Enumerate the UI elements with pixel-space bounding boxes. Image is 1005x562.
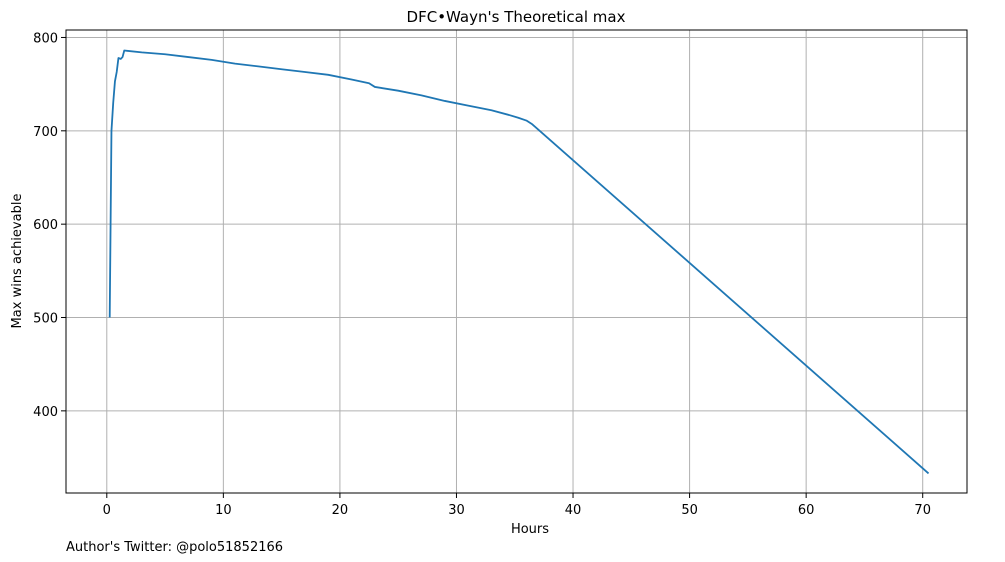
x-tick-label: 40 <box>565 503 582 518</box>
x-tick-label: 30 <box>448 503 465 518</box>
y-axis: 400 500 600 700 800 <box>33 31 66 420</box>
x-tick-label: 10 <box>215 503 232 518</box>
x-axis-label: Hours <box>511 522 549 537</box>
series-layer <box>108 49 930 475</box>
x-tick-label: 0 <box>103 503 111 518</box>
chart-title: DFC•Wayn's Theoretical max <box>407 8 626 26</box>
y-tick-label: 800 <box>33 31 58 46</box>
y-tick-label: 700 <box>33 125 58 140</box>
x-tick-label: 50 <box>681 503 698 518</box>
x-tick-label: 60 <box>798 503 815 518</box>
y-tick-label: 500 <box>33 312 58 327</box>
y-axis-label: Max wins achievable <box>10 194 25 329</box>
author-credit: Author's Twitter: @polo51852166 <box>66 540 283 555</box>
x-axis: 0 10 20 30 40 50 60 70 <box>103 493 931 518</box>
series-line <box>108 49 930 475</box>
gridlines <box>66 30 967 493</box>
plot-frame <box>65 29 968 494</box>
y-tick-label: 600 <box>33 218 58 233</box>
y-tick-label: 400 <box>33 405 58 420</box>
x-tick-label: 70 <box>914 503 931 518</box>
x-tick-label: 20 <box>332 503 349 518</box>
